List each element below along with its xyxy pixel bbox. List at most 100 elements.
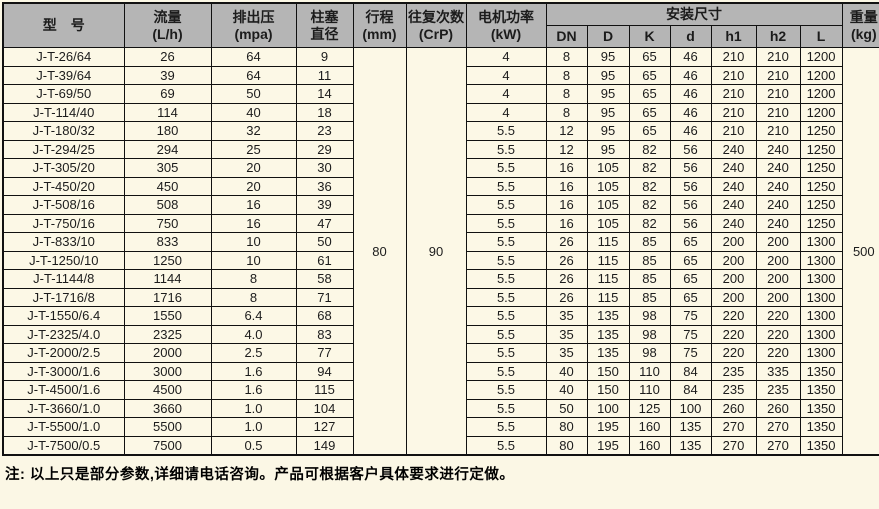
cell-d-small: 56 <box>669 213 712 233</box>
table-row: J-T-114/40 114 40 18 4 8 95 65 46 210 210 1200 <box>2 102 879 122</box>
cell-flow: 39 <box>123 65 212 85</box>
cell-d-small: 75 <box>669 306 712 326</box>
cell-k: 82 <box>628 139 671 159</box>
cell-flow: 1144 <box>123 269 212 289</box>
cell-flow: 305 <box>123 158 212 178</box>
cell-dn: 40 <box>545 361 588 381</box>
cell-pressure: 1.0 <box>210 398 297 418</box>
cell-model: J-T-114/40 <box>2 102 125 122</box>
cell-model: J-T-69/50 <box>2 84 125 104</box>
header-h1: h1 <box>710 25 757 48</box>
cell-diameter: 149 <box>295 435 354 456</box>
cell-d-small: 56 <box>669 139 712 159</box>
cell-d-big: 150 <box>586 361 630 381</box>
cell-l: 1300 <box>799 343 843 363</box>
cell-dn: 50 <box>545 398 588 418</box>
cell-pressure: 64 <box>210 65 297 85</box>
cell-pressure: 6.4 <box>210 306 297 326</box>
cell-diameter: 14 <box>295 84 354 104</box>
cell-l: 1350 <box>799 380 843 400</box>
cell-d-small: 135 <box>669 417 712 437</box>
cell-pressure: 10 <box>210 250 297 270</box>
cell-reciprocation-merged: 90 <box>405 47 467 456</box>
cell-k: 65 <box>628 65 671 85</box>
cell-power: 5.5 <box>465 306 547 326</box>
cell-model: J-T-4500/1.6 <box>2 380 125 400</box>
cell-h2: 260 <box>755 398 801 418</box>
cell-k: 98 <box>628 343 671 363</box>
cell-k: 82 <box>628 195 671 215</box>
cell-l: 1300 <box>799 306 843 326</box>
cell-weight-merged: 500 <box>841 47 879 456</box>
cell-d-small: 46 <box>669 121 712 141</box>
cell-flow: 7500 <box>123 435 212 456</box>
cell-h1: 240 <box>710 158 757 178</box>
cell-power: 5.5 <box>465 343 547 363</box>
cell-pressure: 64 <box>210 47 297 67</box>
table-row: J-T-5500/1.0 5500 1.0 127 5.5 80 195 160 135 270 2… <box>2 417 879 437</box>
cell-k: 65 <box>628 121 671 141</box>
cell-dn: 26 <box>545 287 588 307</box>
header-flow: 流量 (L/h) <box>123 2 212 48</box>
cell-pressure: 16 <box>210 195 297 215</box>
cell-pressure: 8 <box>210 269 297 289</box>
table-row: J-T-7500/0.5 7500 0.5 149 5.5 80 195 160 135 270 2… <box>2 435 879 456</box>
cell-diameter: 9 <box>295 47 354 67</box>
cell-l: 1350 <box>799 361 843 381</box>
cell-l: 1300 <box>799 232 843 252</box>
cell-h1: 235 <box>710 361 757 381</box>
cell-h2: 240 <box>755 195 801 215</box>
cell-power: 5.5 <box>465 195 547 215</box>
cell-pressure: 16 <box>210 213 297 233</box>
cell-h1: 240 <box>710 213 757 233</box>
cell-power: 5.5 <box>465 269 547 289</box>
cell-d-small: 56 <box>669 158 712 178</box>
cell-flow: 180 <box>123 121 212 141</box>
cell-power: 5.5 <box>465 213 547 233</box>
cell-l: 1250 <box>799 195 843 215</box>
cell-d-small: 56 <box>669 195 712 215</box>
cell-h1: 240 <box>710 139 757 159</box>
cell-h2: 200 <box>755 232 801 252</box>
cell-power: 5.5 <box>465 139 547 159</box>
cell-model: J-T-305/20 <box>2 158 125 178</box>
cell-model: J-T-3000/1.6 <box>2 361 125 381</box>
cell-d-big: 105 <box>586 158 630 178</box>
cell-d-big: 150 <box>586 380 630 400</box>
cell-h2: 240 <box>755 139 801 159</box>
spec-sheet: 型 号 流量 (L/h) 排出压 (mpa) 柱塞 直径 行程 (mm) <box>2 2 879 483</box>
cell-dn: 12 <box>545 121 588 141</box>
cell-l: 1200 <box>799 65 843 85</box>
cell-flow: 833 <box>123 232 212 252</box>
cell-l: 1250 <box>799 158 843 178</box>
table-row: J-T-1716/8 1716 8 71 5.5 26 115 85 65 200 200 1300 <box>2 287 879 307</box>
cell-l: 1300 <box>799 269 843 289</box>
cell-d-big: 135 <box>586 343 630 363</box>
cell-power: 4 <box>465 84 547 104</box>
cell-l: 1250 <box>799 121 843 141</box>
cell-stroke-merged: 80 <box>352 47 407 456</box>
cell-d-small: 65 <box>669 232 712 252</box>
cell-d-big: 105 <box>586 195 630 215</box>
cell-flow: 69 <box>123 84 212 104</box>
cell-pressure: 1.0 <box>210 417 297 437</box>
cell-diameter: 115 <box>295 380 354 400</box>
cell-diameter: 30 <box>295 158 354 178</box>
cell-h2: 270 <box>755 435 801 456</box>
cell-h2: 235 <box>755 380 801 400</box>
cell-l: 1300 <box>799 287 843 307</box>
cell-diameter: 39 <box>295 195 354 215</box>
cell-power: 4 <box>465 47 547 67</box>
cell-d-big: 115 <box>586 250 630 270</box>
cell-k: 98 <box>628 324 671 344</box>
table-row: J-T-2000/2.5 2000 2.5 77 5.5 35 135 98 75 220 220 1… <box>2 343 879 363</box>
cell-d-big: 95 <box>586 121 630 141</box>
cell-l: 1350 <box>799 417 843 437</box>
cell-model: J-T-750/16 <box>2 213 125 233</box>
cell-h1: 200 <box>710 287 757 307</box>
table-row: J-T-750/16 750 16 47 5.5 16 105 82 56 240 240 1250 <box>2 213 879 233</box>
cell-flow: 1250 <box>123 250 212 270</box>
cell-d-big: 115 <box>586 232 630 252</box>
cell-flow: 26 <box>123 47 212 67</box>
table-row: J-T-294/25 294 25 29 5.5 12 95 82 56 240 240 1250 <box>2 139 879 159</box>
